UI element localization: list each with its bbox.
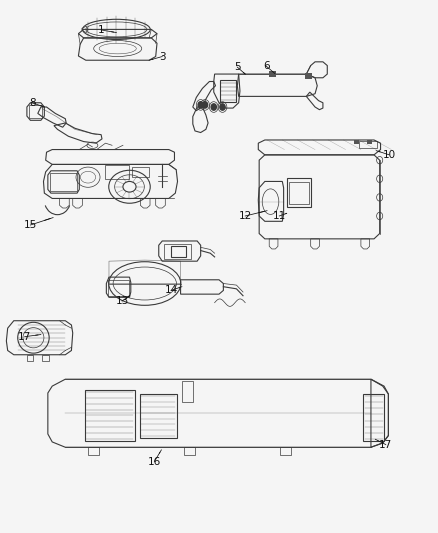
Text: 15: 15 xyxy=(24,220,37,230)
Bar xyxy=(171,246,186,257)
Bar xyxy=(182,381,193,402)
Text: 11: 11 xyxy=(272,211,286,221)
Text: 14: 14 xyxy=(164,286,177,295)
Bar xyxy=(49,173,77,191)
Bar xyxy=(289,182,308,204)
Circle shape xyxy=(198,102,203,108)
Bar xyxy=(363,394,384,441)
Bar xyxy=(106,165,130,179)
Bar xyxy=(132,166,149,177)
Bar xyxy=(85,390,135,441)
Bar xyxy=(164,244,191,259)
Text: 17: 17 xyxy=(18,332,32,342)
Bar xyxy=(359,141,377,149)
Text: 5: 5 xyxy=(234,62,240,72)
Text: 6: 6 xyxy=(263,61,269,71)
Bar xyxy=(140,394,177,438)
Bar xyxy=(354,140,359,144)
Circle shape xyxy=(211,104,216,110)
Text: 8: 8 xyxy=(29,98,35,108)
Text: 3: 3 xyxy=(159,52,166,61)
Circle shape xyxy=(202,102,208,108)
Text: 17: 17 xyxy=(379,440,392,450)
Text: 1: 1 xyxy=(98,25,104,35)
Bar xyxy=(367,140,372,144)
Text: 13: 13 xyxy=(116,296,129,306)
Text: 16: 16 xyxy=(148,457,161,466)
Bar xyxy=(287,177,311,207)
Bar xyxy=(108,280,129,296)
Text: 12: 12 xyxy=(239,211,252,221)
Circle shape xyxy=(220,104,225,110)
Bar xyxy=(305,73,312,79)
Bar xyxy=(269,71,276,77)
Bar xyxy=(220,80,237,102)
Text: 10: 10 xyxy=(383,150,396,160)
Bar xyxy=(29,106,42,118)
